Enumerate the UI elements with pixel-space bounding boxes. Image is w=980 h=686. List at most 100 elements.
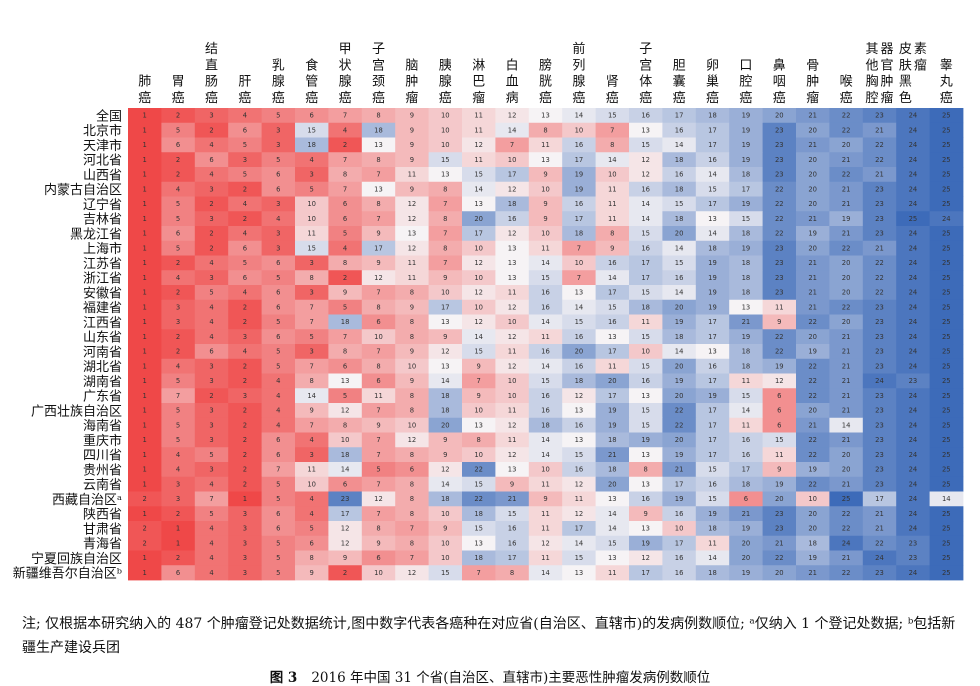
cell-label: 14 [341,466,350,474]
cell-label: 2 [176,171,180,179]
cell-label: 6 [276,525,280,533]
cell-label: 19 [641,539,650,547]
heatmap-cell [829,403,864,419]
heatmap-cell [228,211,262,227]
heatmap-cell [896,226,930,242]
heatmap-cell [194,108,229,124]
heatmap-cell [361,152,396,168]
heatmap-cell [395,152,429,168]
cell-label: 1 [143,274,147,282]
cell-label: 1 [143,230,147,238]
cell-label: 9 [410,156,414,164]
heatmap-cell [662,152,697,168]
cell-label: 18 [608,466,617,474]
heatmap-cell [295,167,329,183]
heatmap-cell [428,181,463,197]
heatmap-cell [896,167,930,183]
cell-label: 7 [310,362,314,370]
heatmap-cell [128,299,162,315]
heatmap-cell [896,255,930,271]
svg-text:其: 其 [865,42,878,57]
heatmap-cell [929,167,964,183]
cell-label: 18 [441,495,450,503]
svg-text:癌: 癌 [138,90,151,106]
cell-label: 13 [641,392,650,400]
cell-label: 12 [474,141,483,149]
cell-label: 22 [875,539,884,547]
cell-label: 11 [541,480,550,488]
cell-label: 20 [808,525,817,533]
cell-label: 9 [610,244,614,252]
svg-text:结: 结 [205,42,218,57]
cell-label: 9 [410,126,414,134]
svg-text:癌: 癌 [238,90,251,106]
cell-label: 3 [243,510,247,518]
cell-label: 10 [474,451,483,459]
heatmap-cell [495,491,530,507]
heatmap-cell [128,255,162,271]
heatmap-cell [595,388,630,404]
heatmap-cell [695,506,730,522]
heatmap-cell [562,358,596,374]
cell-label: 13 [374,185,383,193]
cell-label: 7 [610,126,614,134]
heatmap-cell [796,167,830,183]
svg-text:子: 子 [639,42,652,57]
heatmap-cell [161,506,196,522]
heatmap-cell [629,344,663,360]
heatmap-cell [862,550,897,566]
row-label: 广东省 [83,390,122,405]
cell-label: 6 [343,200,347,208]
heatmap-cell [228,417,262,433]
heatmap-cell [462,476,496,492]
heatmap-cell [762,240,797,256]
cell-label: 17 [608,348,617,356]
heatmap-cell [128,358,162,374]
heatmap-cell [495,535,530,551]
cell-label: 8 [543,126,547,134]
heatmap-cell [161,403,196,419]
heatmap-cell [228,388,262,404]
cell-label: 6 [310,539,314,547]
heatmap-cell [562,344,596,360]
heatmap-cell [295,476,329,492]
heatmap-cell [328,403,363,419]
cell-label: 3 [276,200,280,208]
heatmap-cell [695,447,730,463]
heatmap-cell [128,152,162,168]
heatmap-cell [128,122,162,138]
heatmap-cell [562,388,596,404]
cell-label: 17 [675,539,684,547]
svg-text:黑: 黑 [899,75,912,90]
cell-label: 13 [508,244,517,252]
heatmap-cell [161,108,196,124]
cell-label: 6 [276,185,280,193]
cell-label: 12 [508,333,517,341]
heatmap-cell [528,417,563,433]
cell-label: 2 [176,259,180,267]
cell-label: 13 [608,554,617,562]
cell-label: 21 [742,318,751,326]
cell-label: 13 [341,377,350,385]
cell-label: 21 [842,377,851,385]
cell-label: 3 [209,362,213,370]
heatmap-cell [796,196,830,212]
cell-label: 8 [443,244,447,252]
cell-label: 5 [176,421,180,429]
heatmap-cell [261,462,296,478]
cell-label: 20 [842,466,851,474]
svg-text:腺: 腺 [572,75,585,90]
cell-label: 8 [410,289,414,297]
cell-label: 21 [808,569,817,577]
heatmap-cell [328,181,363,197]
cell-label: 6 [243,274,247,282]
heatmap-cell [128,565,162,581]
heatmap-cell [595,108,630,124]
heatmap-cell [595,152,630,168]
cell-label: 21 [808,259,817,267]
heatmap-cell [462,388,496,404]
heatmap-cell [629,506,663,522]
cell-label: 1 [143,333,147,341]
svg-text:胃: 胃 [172,75,185,90]
heatmap-cell [929,373,964,389]
